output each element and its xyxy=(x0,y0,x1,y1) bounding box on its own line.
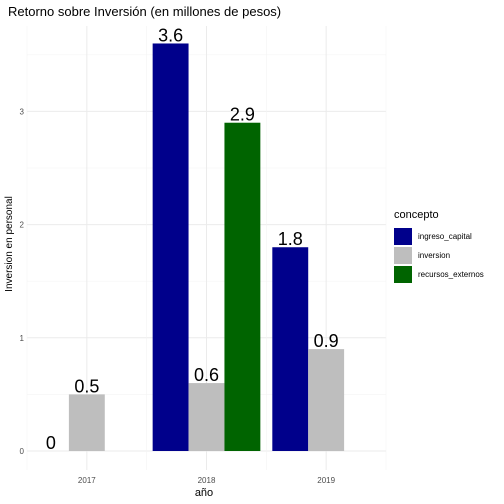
legend-swatch xyxy=(394,228,412,245)
y-tick-label: 0 xyxy=(20,447,25,456)
data-label: 2.9 xyxy=(230,105,255,125)
legend-item-recursos_externos: recursos_externos xyxy=(394,265,484,284)
legend-label: ingreso_capital xyxy=(418,232,472,241)
bar-ingreso_capital-2018 xyxy=(152,43,189,451)
data-label: 1.8 xyxy=(278,229,303,249)
data-label: 0.6 xyxy=(194,365,219,385)
y-tick-label: 2 xyxy=(20,221,25,230)
x-axis-label: año xyxy=(195,487,213,499)
y-axis: 0 1 2 3 xyxy=(20,107,25,456)
legend-swatch xyxy=(394,266,412,283)
y-axis-label: Inversion en personal xyxy=(4,196,15,292)
bar-ingreso_capital-2019 xyxy=(272,247,309,451)
x-tick-label: 2017 xyxy=(78,476,96,485)
bar-recursos_externos-2018 xyxy=(224,122,261,451)
y-tick-label: 3 xyxy=(20,107,25,116)
legend: concepto ingreso_capital inversion recurso… xyxy=(394,209,484,284)
bar-inversion-2019 xyxy=(308,349,345,451)
y-tick-label: 1 xyxy=(20,334,25,343)
legend-label: inversion xyxy=(418,251,451,260)
legend-items: ingreso_capital inversion recursos_externo… xyxy=(394,227,484,284)
legend-item-inversion: inversion xyxy=(394,246,484,265)
data-label: 0.9 xyxy=(314,331,339,351)
x-tick-label: 2018 xyxy=(198,476,216,485)
bar-inversion-2017 xyxy=(68,394,105,451)
legend-swatch xyxy=(394,247,412,264)
chart-title: Retorno sobre Inversión (en millones de … xyxy=(8,4,281,19)
x-tick-label: 2019 xyxy=(317,476,335,485)
bars xyxy=(68,43,345,451)
data-label: 0.5 xyxy=(74,376,99,396)
legend-item-ingreso_capital: ingreso_capital xyxy=(394,227,484,246)
legend-label: recursos_externos xyxy=(418,270,484,279)
data-label: 3.6 xyxy=(158,25,183,45)
legend-title: concepto xyxy=(394,209,439,221)
data-label: 0 xyxy=(46,433,56,453)
data-labels: 0 0.5 3.6 0.6 2.9 1.8 0.9 xyxy=(46,25,339,453)
bar-inversion-2018 xyxy=(188,383,225,451)
x-axis: 2017 2018 2019 xyxy=(78,476,336,485)
